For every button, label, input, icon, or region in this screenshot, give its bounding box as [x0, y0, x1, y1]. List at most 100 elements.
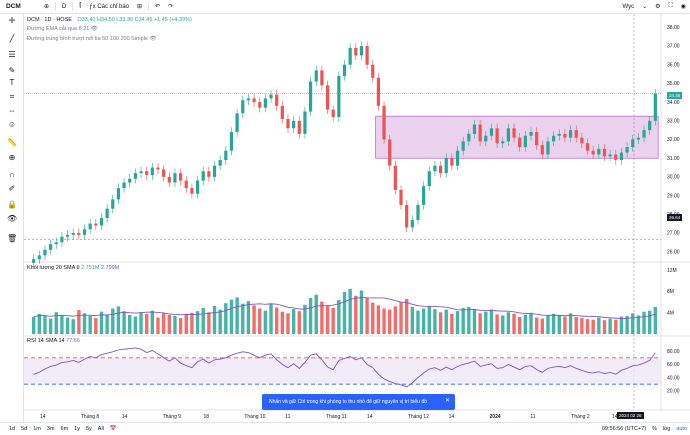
calendar-icon[interactable]: 📅 — [109, 426, 117, 432]
candle-body — [99, 218, 104, 226]
candle-body — [269, 94, 273, 99]
candle-body — [178, 173, 183, 181]
ema-legend[interactable]: Đường EMA cắt qua 8 21 👁 — [27, 26, 98, 32]
chevron-down-icon[interactable]: ⌄ — [642, 4, 648, 10]
legend-title: DCM · 1D · HOSE — [27, 17, 72, 23]
fullscreen-icon[interactable]: ⛶ — [668, 3, 673, 9]
eye-icon[interactable]: 👁 — [90, 26, 98, 32]
redo-icon[interactable]: ↷ — [168, 4, 174, 10]
volume-bar — [48, 318, 53, 334]
trash-icon[interactable]: 🗑 — [7, 234, 18, 243]
emoji-icon[interactable]: ☺ — [7, 120, 17, 129]
candle-body — [489, 128, 494, 136]
measure-icon[interactable]: ⇔ — [8, 106, 16, 115]
range-5d[interactable]: 5d — [21, 426, 28, 432]
add-symbol-icon[interactable]: ⊕ — [44, 4, 50, 10]
ruler-icon[interactable]: 📏 — [7, 138, 17, 147]
crosshair-icon[interactable]: ✛ — [8, 16, 16, 25]
pattern-icon[interactable]: ⌗ — [9, 92, 15, 101]
volume-bar — [512, 313, 516, 334]
volume-bar — [602, 320, 607, 334]
candle-type-icon[interactable]: ⫿ — [79, 3, 82, 9]
candle-body — [201, 171, 205, 181]
eye-icon[interactable]: 👁 — [149, 36, 157, 42]
candle-body — [619, 152, 624, 161]
candle-body — [252, 98, 256, 103]
magnet-icon[interactable]: ∩ — [9, 170, 15, 179]
time-tick-label: Tháng 11 — [326, 414, 347, 420]
volume-bar — [280, 311, 285, 334]
candle-body — [410, 219, 414, 228]
range-6m[interactable]: 6m — [60, 426, 69, 432]
volume-bar — [161, 313, 166, 334]
price-tick-label: 37.00 — [667, 44, 680, 50]
templates-icon[interactable]: ⊞ — [137, 4, 143, 10]
volume-bar — [99, 311, 104, 334]
clock-readout[interactable]: 09:56:56 (UTC+7) — [601, 426, 647, 432]
volume-bar — [325, 305, 330, 334]
volume-bar — [455, 311, 460, 334]
candle-body — [393, 165, 397, 190]
candle-body — [648, 120, 652, 131]
volume-bar — [274, 307, 279, 334]
zoom-icon[interactable]: ⊕ — [8, 153, 16, 162]
volume-bar — [484, 311, 488, 334]
log-toggle[interactable]: log — [662, 426, 671, 432]
text-icon[interactable]: T — [9, 78, 15, 87]
screenshot-icon[interactable]: ◉ — [680, 4, 686, 10]
volume-bar — [467, 306, 471, 334]
candle-body — [388, 139, 392, 166]
candle-body — [54, 242, 58, 245]
volume-bar — [399, 302, 403, 334]
trend-line-icon[interactable]: ╱ — [9, 34, 15, 43]
brush-icon[interactable]: ✎ — [8, 66, 16, 75]
candle-body — [574, 130, 578, 138]
close-icon[interactable]: ✕ — [444, 398, 450, 404]
auto-toggle[interactable]: auto — [676, 426, 687, 432]
range-1d[interactable]: 1d — [9, 426, 16, 432]
lock-draw-icon[interactable]: ✐ — [8, 184, 16, 193]
price-tick-label: 35.00 — [667, 81, 680, 87]
volume-sma-line — [33, 297, 656, 319]
volume-bar — [246, 301, 251, 334]
layout-name[interactable]: Wyc — [622, 3, 635, 10]
time-tick-label: Tháng 8 — [81, 414, 100, 420]
volume-bar — [291, 309, 296, 334]
rsi-label: RSI 14 SMA 14 — [27, 338, 65, 344]
range-1m[interactable]: 1m — [33, 426, 41, 432]
ma-legend[interactable]: Đường trung bình trượt nối tia 50 100 20… — [27, 36, 157, 42]
volume-bar — [636, 315, 641, 334]
time-tick-label: 14 — [40, 414, 46, 420]
eye-icon[interactable]: 👁 — [7, 214, 18, 223]
price-tick-label: 38.00 — [667, 25, 680, 31]
interval-button[interactable]: D — [62, 3, 67, 10]
rsi-line — [33, 347, 656, 388]
volume-bar — [619, 316, 624, 334]
volume-bar — [433, 309, 437, 334]
fib-icon[interactable]: ☰ — [8, 50, 16, 59]
volume-bar — [608, 318, 612, 334]
candle-body — [184, 180, 188, 189]
volume-bar — [410, 306, 415, 334]
range-5y[interactable]: 5y — [85, 426, 92, 432]
candle-body — [478, 124, 482, 142]
rsi-band — [24, 357, 661, 385]
settings-icon[interactable]: ⚙ — [655, 4, 661, 10]
range-1y[interactable]: 1y — [74, 426, 80, 432]
chart-canvas[interactable]: 38.00 37.00 36.00 35.00 34.00 33.00 32.00 31.00… — [24, 14, 690, 422]
legend-ohlc: O33.40 H34.50 L33.30 C34.45 +1.45 (+4.39… — [77, 17, 192, 23]
percent-toggle[interactable]: % — [652, 426, 657, 432]
volume-bar — [371, 302, 375, 334]
candle-body — [105, 208, 109, 219]
candle-body — [229, 132, 234, 151]
lock-icon[interactable]: 🔒 — [7, 200, 17, 209]
volume-bar — [631, 313, 635, 334]
volume-bar — [133, 316, 138, 334]
undo-icon[interactable]: ↶ — [155, 4, 161, 10]
volume-bar — [184, 313, 188, 334]
indicators-button[interactable]: ƒx Các chỉ báo — [85, 0, 133, 14]
range-3m[interactable]: 3m — [46, 426, 55, 432]
volume-bar — [568, 313, 573, 334]
range-all[interactable]: All — [97, 426, 104, 432]
symbol-search[interactable]: DCM — [6, 3, 21, 10]
